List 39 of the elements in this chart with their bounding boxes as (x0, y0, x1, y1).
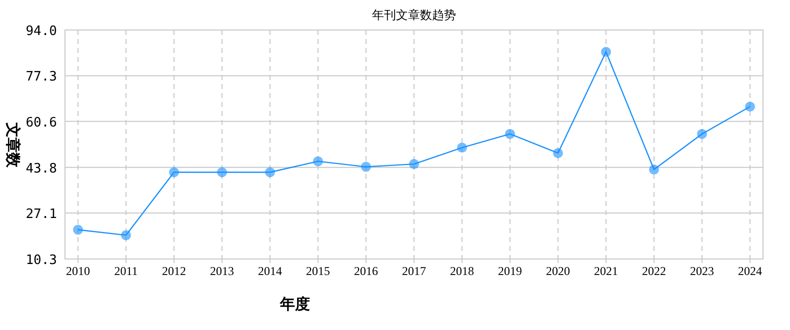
x-axis-title: 年度 (279, 295, 310, 313)
x-tick-label: 2020 (546, 264, 570, 278)
x-tick-label: 2010 (66, 264, 90, 278)
y-tick-label: 43.8 (26, 161, 57, 176)
point (457, 142, 467, 153)
x-tick-label: 2017 (402, 264, 426, 278)
x-tick-label: 2015 (306, 264, 330, 278)
x-tick-label: 2023 (690, 264, 714, 278)
y-tick-label: 10.3 (26, 253, 57, 268)
x-tick-label: 2016 (354, 264, 378, 278)
y-tick-label: 77.3 (26, 70, 57, 85)
y-tick-label: 94.0 (26, 24, 57, 39)
point (169, 167, 179, 178)
point (361, 162, 371, 172)
point (217, 167, 227, 178)
point (649, 164, 659, 175)
point (697, 128, 707, 139)
x-tick-label: 2021 (594, 264, 618, 278)
x-tick-label: 2022 (642, 264, 666, 278)
x-tick-label: 2011 (114, 264, 138, 278)
point (601, 46, 611, 57)
x-tick-label: 2024 (738, 264, 762, 278)
x-tick-label: 2018 (450, 264, 474, 278)
x-tick-label: 2019 (498, 264, 522, 278)
x-tick-label: 2013 (210, 264, 234, 278)
y-tick-label: 60.6 (26, 115, 57, 130)
point (553, 148, 563, 158)
point (505, 128, 515, 139)
y-tick-label: 27.1 (26, 207, 57, 222)
point (313, 156, 323, 166)
point (73, 224, 83, 235)
point (745, 102, 755, 112)
point (409, 159, 419, 170)
chart-title: 年刊文章数趋势 (372, 8, 456, 22)
x-tick-label: 2014 (258, 264, 282, 278)
x-tick-label: 2012 (162, 264, 186, 278)
point (121, 230, 131, 240)
point (265, 167, 275, 178)
y-axis-title: 文章数 (4, 122, 22, 168)
